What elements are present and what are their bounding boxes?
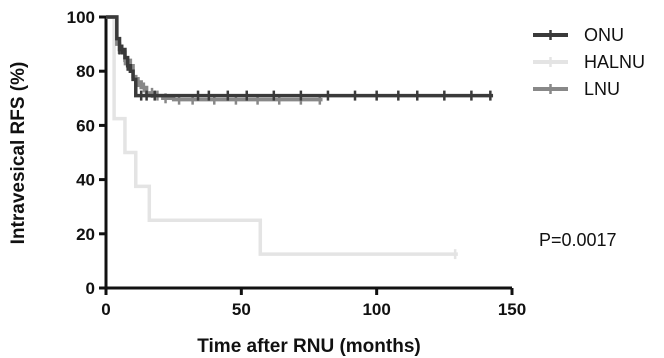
y-tick-label: 40: [76, 171, 95, 190]
legend-item-lnu: LNU: [533, 79, 620, 99]
series-line-lnu: [106, 15, 323, 102]
x-tick-label: 100: [362, 300, 390, 319]
y-tick-label: 60: [76, 116, 95, 135]
x-tick-label: 150: [498, 300, 526, 319]
series-lnu: [106, 15, 323, 105]
series-line-onu: [106, 15, 494, 98]
series-halnu: [106, 15, 458, 260]
series-layer: [106, 15, 494, 260]
legend-label-halnu: HALNU: [584, 52, 645, 72]
x-tick-label: 50: [232, 300, 251, 319]
legend: ONU HALNU LNU: [533, 25, 645, 99]
y-axis-title: Intravesical RFS (%): [8, 62, 29, 245]
y-tick-label: 20: [76, 225, 95, 244]
legend-label-lnu: LNU: [584, 79, 620, 99]
series-onu: [106, 15, 494, 101]
y-tick-label: 80: [76, 62, 95, 81]
y-tick-label: 100: [67, 8, 95, 27]
series-line-halnu: [106, 15, 458, 256]
p-value-annotation: P=0.0017: [539, 230, 617, 250]
x-axis-title: Time after RNU (months): [197, 336, 420, 357]
x-tick-label: 0: [101, 300, 110, 319]
legend-label-onu: ONU: [584, 25, 624, 45]
legend-item-onu: ONU: [533, 25, 624, 45]
legend-item-halnu: HALNU: [533, 52, 645, 72]
y-tick-label: 0: [86, 279, 95, 298]
axes: 0 20 40 60 80 100 0 50 100 150: [67, 8, 527, 319]
